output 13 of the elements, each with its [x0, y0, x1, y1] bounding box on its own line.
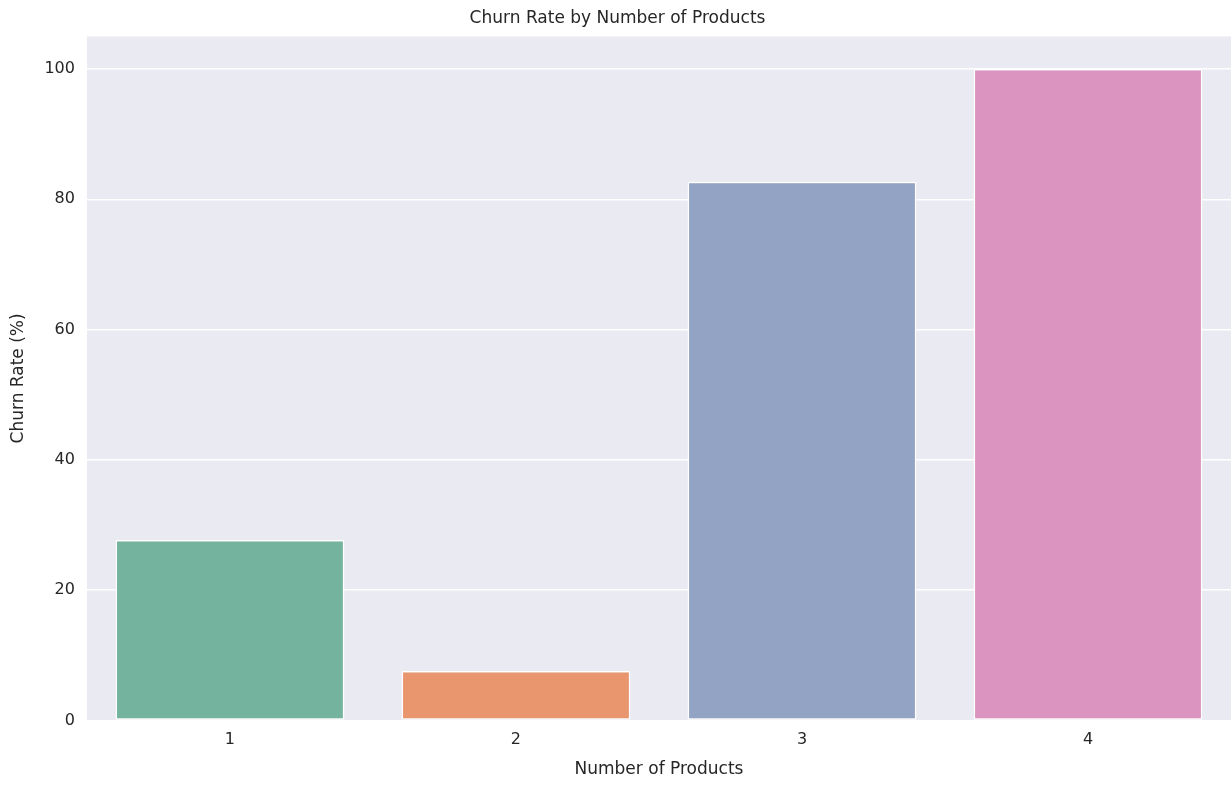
y-tick-label: 0	[64, 709, 75, 729]
y-axis-title: Churn Rate (%)	[6, 313, 27, 444]
y-tick-label: 60	[54, 318, 75, 338]
x-tick-label: 2	[510, 729, 522, 749]
chart-title: Churn Rate by Number of Products	[469, 6, 766, 27]
x-axis-title: Number of Products	[574, 758, 744, 779]
y-tick-label: 20	[54, 579, 75, 599]
y-tick-label: 100	[44, 58, 75, 78]
x-tick-label: 3	[796, 729, 808, 749]
x-tick-label: 1	[224, 729, 236, 749]
y-tick-label: 80	[54, 188, 75, 208]
x-tick-label: 4	[1082, 729, 1094, 749]
y-tick-label: 40	[54, 448, 75, 468]
